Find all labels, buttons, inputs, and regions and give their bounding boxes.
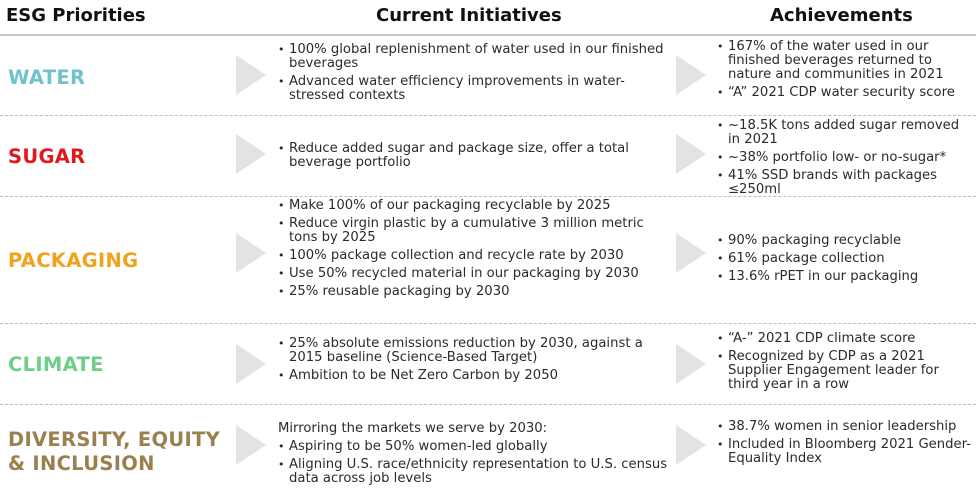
priority-label-line: & INCLUSION [8,452,155,475]
row-packaging: PACKAGING Make 100% of our packaging recy… [0,197,976,323]
achievements-list: “A-” 2021 CDP climate score Recognized by… [717,332,973,396]
initiative-item: Advanced water efficiency improvements i… [278,75,674,103]
priority-label-line: DIVERSITY, EQUITY [8,428,221,451]
priority-label-line: SUGAR [8,145,86,168]
chevron-right-icon [236,233,266,273]
achievements-list: 38.7% women in senior leadership Included… [717,420,973,470]
initiative-item: 25% reusable packaging by 2030 [278,285,674,300]
achievement-item: 38.7% women in senior leadership [717,420,973,435]
initiatives-list: Reduce added sugar and package size, off… [278,142,674,174]
achievement-item: 13.6% rPET in our packaging [717,270,973,285]
row-divider [0,404,976,405]
header-divider [0,34,976,36]
chevron-right-icon [676,233,706,273]
priority-label-water: WATER [8,66,85,90]
priority-label-line: PACKAGING [8,249,139,272]
initiative-item: Aligning U.S. race/ethnicity representat… [278,458,674,486]
priority-label-sugar: SUGAR [8,145,86,169]
achievement-item: “A” 2021 CDP water security score [717,86,973,101]
achievements-list: 90% packaging recyclable 61% package coll… [717,234,973,288]
initiative-item: Use 50% recycled material in our packagi… [278,267,674,282]
priority-label-packaging: PACKAGING [8,249,138,273]
chevron-right-icon [236,134,266,174]
row-water: WATER 100% global replenishment of water … [0,37,976,115]
achievement-item: “A-” 2021 CDP climate score [717,332,973,347]
initiative-item: 25% absolute emissions reduction by 2030… [278,337,674,365]
achievement-item: ~38% portfolio low- or no-sugar* [717,151,973,166]
achievement-item: 167% of the water used in our finished b… [717,40,973,82]
chevron-right-icon [676,425,706,465]
initiative-item: Reduce added sugar and package size, off… [278,142,674,170]
chevron-right-icon [676,134,706,174]
chevron-right-icon [676,344,706,384]
row-diversity-equity-inclusion: DIVERSITY, EQUITY & INCLUSION Mirroring th… [0,405,976,501]
achievement-item: ~18.5K tons added sugar removed in 2021 [717,119,973,147]
chevron-right-icon [236,344,266,384]
achievements-list: ~18.5K tons added sugar removed in 2021 ~… [717,119,973,201]
initiatives-list: 100% global replenishment of water used … [278,43,674,107]
initiative-item: Reduce virgin plastic by a cumulative 3 … [278,217,674,245]
chevron-right-icon [236,55,266,95]
chevron-right-icon [676,55,706,95]
achievement-item: 90% packaging recyclable [717,234,973,249]
header-achievements: Achievements [770,5,913,26]
priority-label-line: CLIMATE [8,353,104,376]
initiatives-list: 25% absolute emissions reduction by 2030… [278,337,674,387]
row-sugar: SUGAR Reduce added sugar and package size… [0,116,976,197]
priority-label-climate: CLIMATE [8,353,104,377]
initiative-item: 100% package collection and recycle rate… [278,249,674,264]
row-divider [0,196,976,197]
header-current-initiatives: Current Initiatives [376,5,562,26]
initiative-item: Make 100% of our packaging recyclable by… [278,199,674,214]
row-divider [0,115,976,116]
initiatives-list: Make 100% of our packaging recyclable by… [278,199,674,303]
initiative-item: 100% global replenishment of water used … [278,43,674,71]
row-divider [0,323,976,324]
initiatives-list: Mirroring the markets we serve by 2030: A… [278,422,674,490]
achievements-list: 167% of the water used in our finished b… [717,40,973,104]
initiative-item: Aspiring to be 50% women-led globally [278,440,674,455]
initiatives-intro: Mirroring the markets we serve by 2030: [278,421,548,436]
achievement-item: Recognized by CDP as a 2021 Supplier Eng… [717,350,973,392]
achievement-item: Included in Bloomberg 2021 Gender-Equali… [717,438,973,466]
header-esg-priorities: ESG Priorities [6,5,146,26]
achievement-item: 61% package collection [717,252,973,267]
chevron-right-icon [236,425,266,465]
row-climate: CLIMATE 25% absolute emissions reduction … [0,324,976,404]
priority-label-line: WATER [8,66,86,89]
achievement-item: 41% SSD brands with packages ≤250ml [717,169,973,197]
priority-label-diversity-equity-inclusion: DIVERSITY, EQUITY & INCLUSION [8,428,220,476]
initiative-item: Ambition to be Net Zero Carbon by 2050 [278,369,674,384]
